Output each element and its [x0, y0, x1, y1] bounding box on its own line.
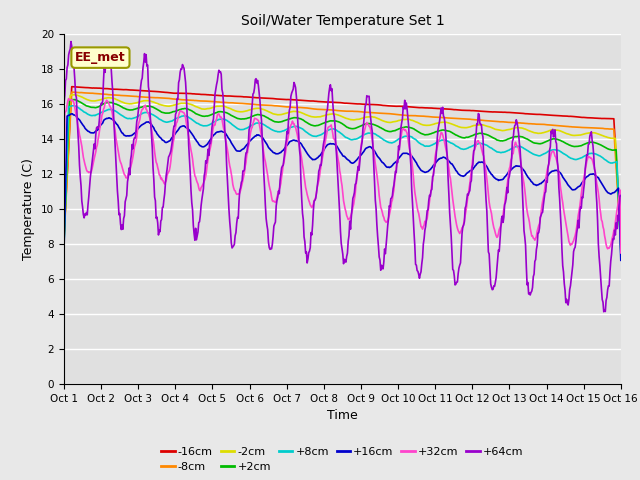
-8cm [617, 241, 625, 247]
-2cm [128, 101, 136, 107]
+16cm [185, 127, 193, 132]
+32cm [65, 96, 72, 101]
-16cm [60, 232, 68, 238]
-16cm [185, 91, 193, 96]
Line: +8cm: +8cm [64, 106, 621, 253]
-2cm [71, 92, 79, 97]
Line: -16cm: -16cm [64, 87, 621, 238]
+8cm [128, 116, 136, 121]
+8cm [617, 251, 625, 256]
+32cm [60, 201, 68, 206]
+64cm [428, 188, 435, 193]
-16cm [411, 105, 419, 110]
-8cm [60, 235, 68, 241]
+64cm [128, 142, 136, 147]
+16cm [128, 132, 136, 138]
Title: Soil/Water Temperature Set 1: Soil/Water Temperature Set 1 [241, 14, 444, 28]
+8cm [214, 117, 222, 123]
-16cm [428, 105, 435, 111]
+32cm [128, 158, 136, 164]
Legend: -16cm, -8cm, -2cm, +2cm, +8cm, +16cm, +32cm, +64cm: -16cm, -8cm, -2cm, +2cm, +8cm, +16cm, +3… [157, 442, 528, 477]
+2cm [214, 109, 222, 115]
+32cm [411, 189, 419, 195]
-16cm [68, 84, 76, 90]
-8cm [71, 89, 79, 95]
-16cm [617, 235, 625, 241]
+16cm [71, 112, 79, 118]
+2cm [411, 127, 419, 132]
+32cm [214, 111, 222, 117]
+2cm [70, 97, 78, 103]
+8cm [185, 115, 193, 120]
Line: -2cm: -2cm [64, 95, 621, 246]
-2cm [428, 122, 435, 128]
+8cm [71, 103, 79, 109]
+64cm [71, 77, 79, 83]
+64cm [411, 243, 419, 249]
+2cm [128, 107, 136, 113]
+8cm [428, 143, 435, 148]
-2cm [617, 243, 625, 249]
-2cm [60, 237, 68, 243]
Line: +64cm: +64cm [64, 42, 621, 312]
Line: +32cm: +32cm [64, 98, 621, 253]
+64cm [60, 100, 68, 106]
+32cm [185, 133, 193, 139]
-2cm [70, 92, 78, 97]
-8cm [411, 113, 419, 119]
+8cm [411, 136, 419, 142]
-16cm [128, 87, 136, 93]
-16cm [71, 84, 79, 90]
+16cm [60, 248, 68, 254]
+8cm [70, 103, 77, 108]
+16cm [428, 166, 435, 171]
+2cm [185, 107, 193, 112]
-2cm [214, 103, 222, 109]
-2cm [185, 101, 193, 107]
Line: +2cm: +2cm [64, 100, 621, 250]
Line: -8cm: -8cm [64, 92, 621, 244]
+16cm [411, 157, 419, 163]
+64cm [67, 39, 75, 45]
+2cm [71, 97, 79, 103]
+16cm [617, 257, 625, 263]
+64cm [185, 143, 193, 148]
+8cm [60, 243, 68, 249]
-8cm [68, 89, 76, 95]
+64cm [600, 309, 607, 314]
+2cm [60, 240, 68, 245]
Y-axis label: Temperature (C): Temperature (C) [22, 158, 35, 260]
+16cm [214, 129, 222, 135]
+2cm [617, 247, 625, 253]
Line: +16cm: +16cm [64, 114, 621, 260]
+16cm [68, 111, 76, 117]
Text: EE_met: EE_met [75, 51, 126, 64]
-8cm [128, 93, 136, 99]
+32cm [428, 187, 435, 193]
+64cm [617, 192, 625, 198]
X-axis label: Time: Time [327, 409, 358, 422]
-2cm [411, 119, 419, 124]
-8cm [428, 114, 435, 120]
+64cm [214, 72, 222, 78]
+2cm [428, 131, 435, 137]
-8cm [185, 97, 193, 103]
+32cm [71, 105, 79, 111]
-8cm [214, 99, 222, 105]
-16cm [214, 93, 222, 98]
+32cm [617, 250, 625, 256]
